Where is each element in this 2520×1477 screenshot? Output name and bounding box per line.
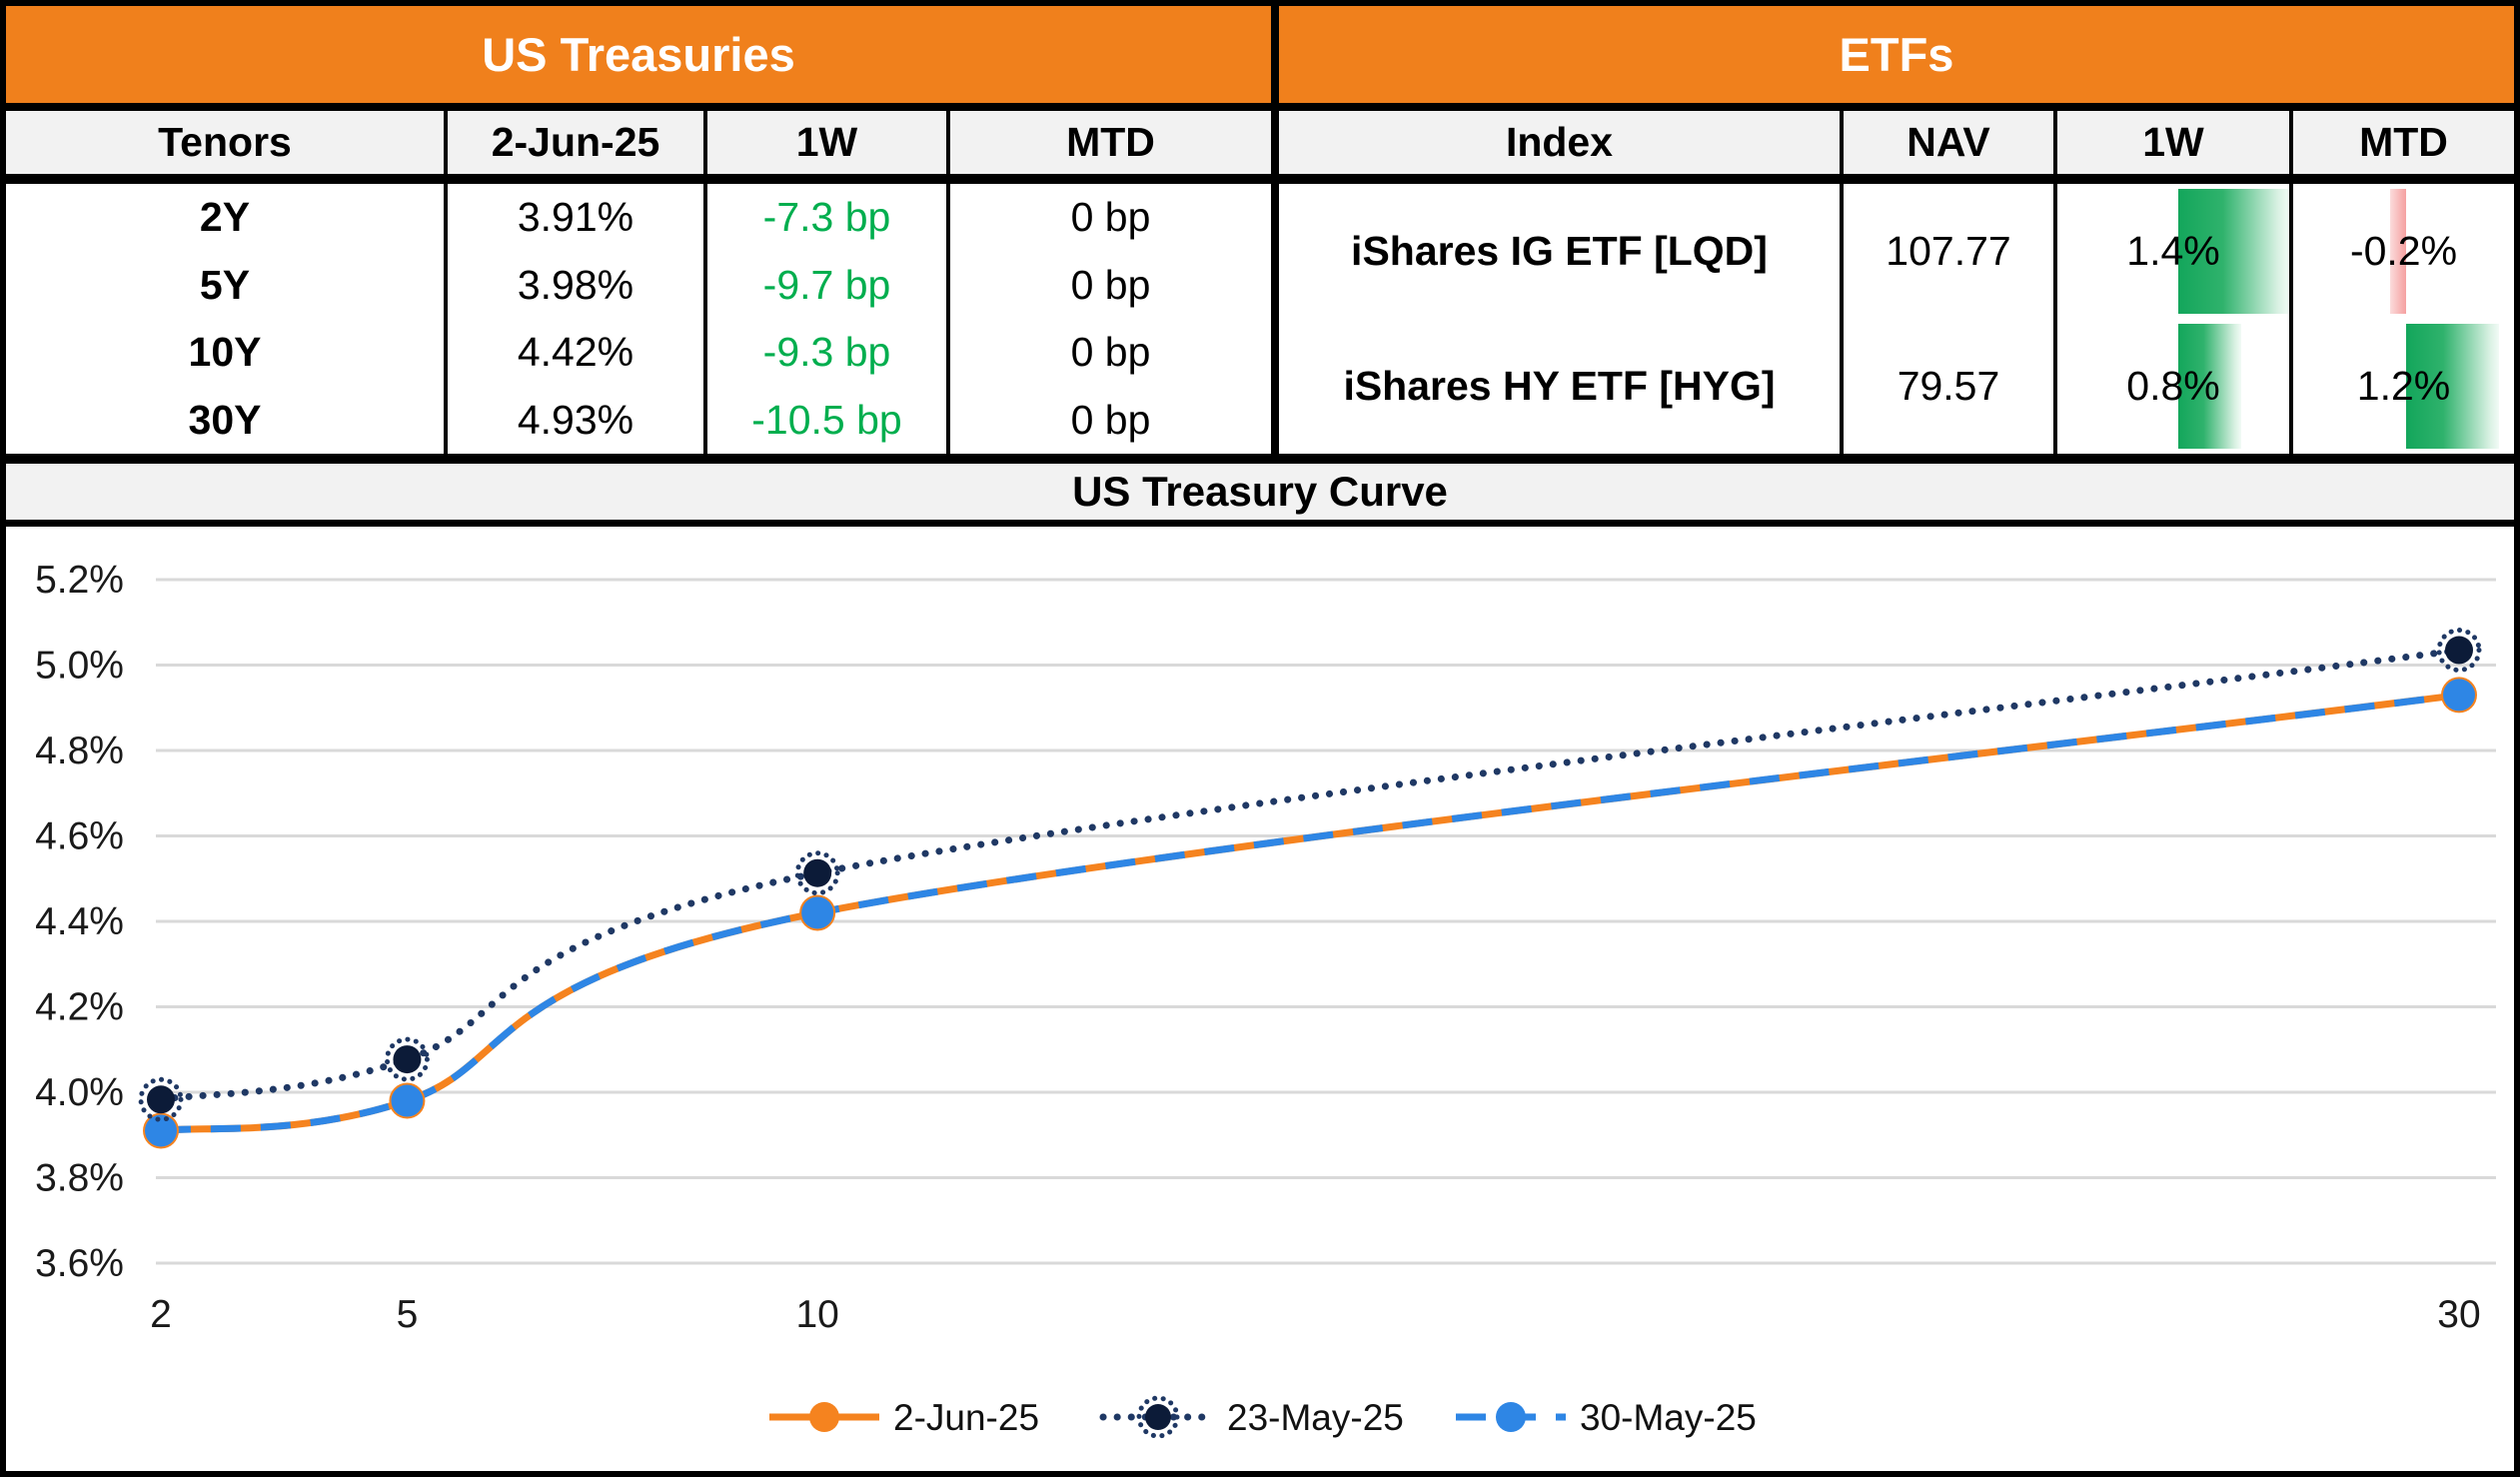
etf-1w-cell-1-databar xyxy=(2177,324,2242,449)
yield-cell-30Y: 4.93% xyxy=(517,396,634,443)
mtd-change-cell-2Y: 0 bp xyxy=(1070,194,1151,241)
treasury-curve-chart-area xyxy=(6,527,2514,1471)
yield-cell-2Y: 3.91% xyxy=(517,194,634,241)
tenor-cell-10Y: 10Y xyxy=(188,329,262,376)
etfs-section-header: ETFs xyxy=(1279,6,2514,103)
legend-label-2-Jun-25: 2-Jun-25 xyxy=(893,1397,1039,1438)
treasuries-mtd-change-column: 0 bp 0 bp 0 bp 0 bp xyxy=(950,184,1271,454)
etf-1w-cell-0: 1.4% xyxy=(2057,184,2290,319)
marker-23-May-25 xyxy=(147,1085,175,1114)
marker-ring-23-May-25 xyxy=(138,1076,184,1122)
etf-1w-cell-0-databar xyxy=(2177,189,2290,314)
marker-30-May-25 xyxy=(145,1114,177,1147)
treasuries-tenor-column: 2Y 5Y 10Y 30Y xyxy=(6,184,444,454)
etf-mtd-cell-0-databar xyxy=(2390,189,2406,314)
treasury-curve-chart: 5.2% 5.0% 4.8% 4.6% 4.4% 4.2% 4.0% 3.8% 3.6% 2 5 10… xyxy=(35,559,2496,1439)
etf-mtd-column: -0.2% 1.2% xyxy=(2293,184,2514,454)
1w-change-cell-2Y: -7.3 bp xyxy=(762,194,891,241)
marker-ring-23-May-25 xyxy=(2436,628,2482,674)
etfs-col-header-index: Index xyxy=(1279,111,1840,174)
etfs-col-header-1w: 1W xyxy=(2057,111,2289,174)
marker-30-May-25 xyxy=(1496,1402,1526,1432)
etf-name-column: iShares IG ETF [LQD] iShares HY ETF [HYG] xyxy=(1279,184,1840,454)
etf-mtd-cell-1: 1.2% xyxy=(2293,319,2514,454)
y-axis-label-5.0%: 5.0% xyxy=(35,645,124,688)
etf-name-cell-1: iShares HY ETF [HYG] xyxy=(1343,363,1776,409)
etf-1w-column: 1.4% 0.8% xyxy=(2057,184,2290,454)
series-line-2-Jun-25 xyxy=(160,691,2460,1134)
marker-23-May-25 xyxy=(1145,1404,1171,1430)
treasuries-1w-change-column: -7.3 bp -9.7 bp -9.3 bp -10.5 bp xyxy=(707,184,946,454)
etf-mtd-cell-1-label: 1.2% xyxy=(2356,363,2451,409)
mtd-change-cell-30Y: 0 bp xyxy=(1070,396,1151,443)
x-axis-label-2: 2 xyxy=(150,1293,172,1336)
marker-30-May-25 xyxy=(391,1084,424,1117)
etf-name-cell-0: iShares IG ETF [LQD] xyxy=(1351,228,1768,274)
x-axis-label-30: 30 xyxy=(2437,1293,2480,1336)
marker-23-May-25 xyxy=(393,1045,422,1074)
marker-ring-23-May-25 xyxy=(794,850,840,896)
etf-nav-cell-1: 79.57 xyxy=(1896,363,2000,409)
treasuries-col-header-tenors: Tenors xyxy=(6,111,444,174)
y-axis-label-5.2%: 5.2% xyxy=(35,559,124,602)
tenor-cell-2Y: 2Y xyxy=(199,194,251,241)
marker-ring-23-May-25 xyxy=(1136,1395,1180,1439)
yield-cell-10Y: 4.42% xyxy=(517,329,634,376)
marker-30-May-25 xyxy=(801,896,834,929)
legend-label-23-May-25: 23-May-25 xyxy=(1227,1397,1404,1438)
x-axis-label-5: 5 xyxy=(397,1293,419,1336)
mtd-change-cell-10Y: 0 bp xyxy=(1070,329,1151,376)
etf-mtd-cell-1-databar xyxy=(2405,324,2499,449)
etf-1w-cell-1: 0.8% xyxy=(2057,319,2289,454)
etf-nav-cell-0: 107.77 xyxy=(1886,228,2011,274)
legend-label-30-May-25: 30-May-25 xyxy=(1580,1397,1757,1438)
y-axis-label-4.4%: 4.4% xyxy=(35,900,124,943)
y-axis-label-4.0%: 4.0% xyxy=(35,1071,124,1114)
treasuries-yield-column: 3.91% 3.98% 4.42% 4.93% xyxy=(448,184,703,454)
y-axis-label-4.2%: 4.2% xyxy=(35,986,124,1029)
etf-1w-cell-0-label: 1.4% xyxy=(2126,228,2220,274)
marker-23-May-25 xyxy=(2445,636,2473,665)
1w-change-cell-30Y: -10.5 bp xyxy=(751,396,902,443)
etf-mtd-cell-0: -0.2% xyxy=(2293,184,2514,319)
mtd-change-cell-5Y: 0 bp xyxy=(1070,261,1151,308)
chart-title: US Treasury Curve xyxy=(6,464,2514,520)
y-axis-label-4.6%: 4.6% xyxy=(35,815,124,858)
treasuries-col-header-1w: 1W xyxy=(707,111,946,174)
us-treasuries-section-header: US Treasuries xyxy=(6,6,1271,103)
1w-change-cell-10Y: -9.3 bp xyxy=(762,329,891,376)
y-axis-label-3.6%: 3.6% xyxy=(35,1242,124,1285)
tenor-cell-5Y: 5Y xyxy=(199,261,251,308)
x-axis-label-10: 10 xyxy=(795,1293,838,1336)
treasuries-col-header-mtd: MTD xyxy=(950,111,1271,174)
etfs-col-header-mtd: MTD xyxy=(2293,111,2514,174)
etfs-col-header-nav: NAV xyxy=(1844,111,2053,174)
marker-23-May-25 xyxy=(803,858,832,887)
y-axis-label-3.8%: 3.8% xyxy=(35,1157,124,1200)
treasuries-col-header-date: 2-Jun-25 xyxy=(448,111,703,174)
etf-1w-cell-1-label: 0.8% xyxy=(2126,363,2220,409)
marker-2-Jun-25 xyxy=(809,1402,839,1432)
y-axis-label-4.8%: 4.8% xyxy=(35,730,124,772)
marker-ring-23-May-25 xyxy=(384,1036,430,1082)
etf-nav-column: 107.77 79.57 xyxy=(1844,184,2053,454)
marker-30-May-25 xyxy=(2443,679,2475,712)
series-line-30-May-25 xyxy=(160,691,2460,1134)
yield-cell-5Y: 3.98% xyxy=(517,261,634,308)
etf-mtd-cell-0-label: -0.2% xyxy=(2349,228,2458,274)
1w-change-cell-5Y: -9.7 bp xyxy=(762,261,891,308)
tenor-cell-30Y: 30Y xyxy=(188,396,262,443)
